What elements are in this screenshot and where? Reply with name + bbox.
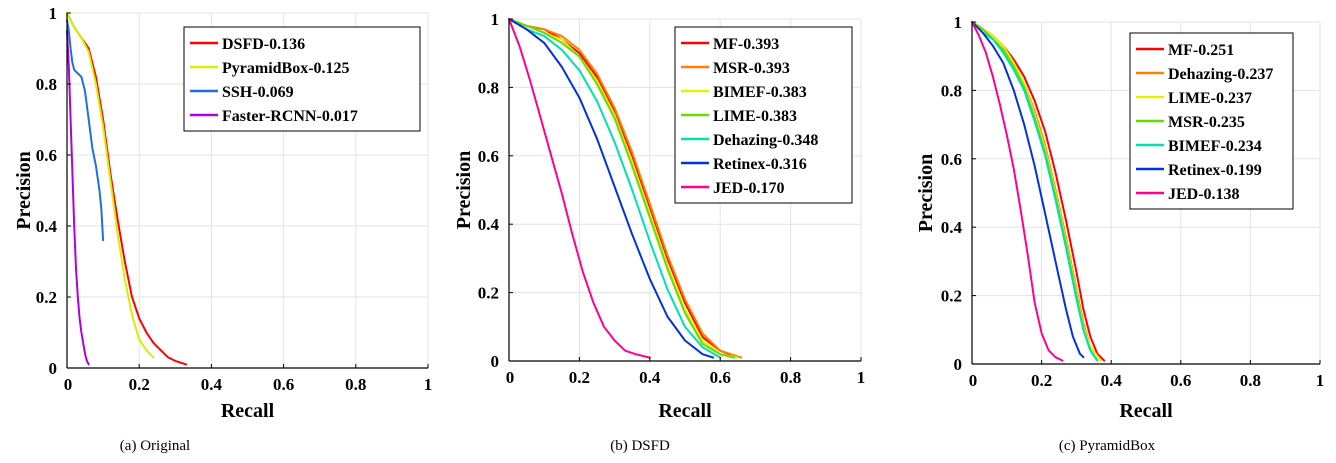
x-axis-label: Recall <box>658 400 712 422</box>
y-tick-label: 1 <box>49 4 58 23</box>
legend-entry: BIMEF-0.383 <box>713 84 807 101</box>
x-tick-label: 0.8 <box>780 368 801 387</box>
subfigure-caption: (a) Original <box>120 438 190 454</box>
legend-entry: LIME-0.237 <box>1168 90 1252 107</box>
series-line-jed-0.170 <box>508 18 651 359</box>
x-axis-label: Recall <box>1119 400 1173 422</box>
legend-entry: Faster-RCNN-0.017 <box>222 108 358 125</box>
subfigure-caption: (c) PyramidBox <box>1059 438 1156 454</box>
legend-entry: MSR-0.393 <box>713 60 790 77</box>
x-tick-label: 0.2 <box>129 375 150 394</box>
x-tick-label: 0.4 <box>201 375 223 394</box>
chart-dsfd: 0 0.2 0.4 0.6 0.8 1 0 0.2 0.4 0.6 0.8 1 Recall Precis… <box>453 10 865 454</box>
series-line-retinex-0.199 <box>971 21 1085 359</box>
y-axis-label: Precision <box>453 151 475 230</box>
y-tick-label: 0.6 <box>478 147 499 166</box>
y-tick-label: 0.4 <box>941 218 963 237</box>
y-tick-label: 0.6 <box>941 150 962 169</box>
series-line-faster-rcnn-0.017 <box>66 29 90 366</box>
y-tick-label: 0.2 <box>36 288 57 307</box>
chart-pyramidbox: 0 0.2 0.4 0.6 0.8 1 0 0.2 0.4 0.6 0.8 1 Recall Precis… <box>915 13 1324 454</box>
x-tick-label: 0 <box>64 375 73 394</box>
y-tick-label: 1 <box>954 13 963 32</box>
y-tick-label: 0.8 <box>478 78 499 97</box>
x-tick-label: 1 <box>1316 371 1325 390</box>
legend-entry: BIMEF-0.234 <box>1168 138 1262 155</box>
legend-entry: JED-0.138 <box>1168 186 1240 203</box>
y-tick-label: 0.2 <box>941 287 962 306</box>
series-line-dsfd-0.136 <box>66 12 188 366</box>
series-line-jed-0.138 <box>971 21 1064 362</box>
y-tick-label: 0.2 <box>478 284 499 303</box>
x-tick-label: 0.4 <box>1101 371 1123 390</box>
series-line-msr-0.393 <box>508 18 743 359</box>
legend-entry: PyramidBox-0.125 <box>222 60 350 77</box>
y-tick-label: 0.8 <box>941 81 962 100</box>
x-tick-label: 0.6 <box>273 375 294 394</box>
series-line-retinex-0.316 <box>508 18 715 359</box>
y-tick-label: 0 <box>954 355 963 374</box>
x-tick-label: 1 <box>857 368 866 387</box>
x-tick-label: 0 <box>506 368 515 387</box>
y-tick-label: 0.4 <box>478 215 500 234</box>
series-line-ssh-0.069 <box>66 19 105 242</box>
legend-entry: DSFD-0.136 <box>222 36 305 53</box>
legend-entry: MF-0.251 <box>1168 42 1234 59</box>
legend: MF-0.393 MSR-0.393 BIMEF-0.383 LIME-0.383 De… <box>674 26 853 204</box>
legend-entry: Dehazing-0.348 <box>713 132 818 149</box>
x-tick-label: 0.6 <box>710 368 731 387</box>
subfigure-caption: (b) DSFD <box>610 438 670 454</box>
y-tick-label: 0.4 <box>36 217 58 236</box>
y-tick-label: 1 <box>491 10 500 29</box>
legend-entry: LIME-0.383 <box>713 108 797 125</box>
series-line-pyramidbox-0.125 <box>66 12 155 359</box>
legend: MF-0.251 Dehazing-0.237 LIME-0.237 MSR-0.23… <box>1129 32 1294 210</box>
legend: DSFD-0.136 PyramidBox-0.125 SSH-0.069 Faste… <box>183 26 421 132</box>
x-tick-label: 0.4 <box>639 368 661 387</box>
legend-entry: MF-0.393 <box>713 36 779 53</box>
legend-entry: Retinex-0.199 <box>1168 162 1262 179</box>
y-axis-label: Precision <box>915 154 937 233</box>
y-tick-label: 0.8 <box>36 75 57 94</box>
y-axis-label: Precision <box>13 151 35 230</box>
chart-original: 0 0.2 0.4 0.6 0.8 1 0 0.2 0.4 0.6 0.8 1 Recall Precis… <box>13 4 432 454</box>
y-tick-label: 0 <box>491 352 500 371</box>
legend-entry: Dehazing-0.237 <box>1168 66 1273 83</box>
series-line-bimef-0.234 <box>971 21 1099 362</box>
y-tick-label: 0.6 <box>36 146 57 165</box>
legend-box <box>183 26 421 132</box>
legend-entry: JED-0.170 <box>713 180 785 197</box>
legend-entry: Retinex-0.316 <box>713 156 807 173</box>
legend-entry: MSR-0.235 <box>1168 114 1245 131</box>
x-tick-label: 0.2 <box>569 368 590 387</box>
x-tick-label: 1 <box>424 375 433 394</box>
series-line-dehazing-0.348 <box>508 18 722 359</box>
y-tick-label: 0 <box>49 359 58 378</box>
legend-entry: SSH-0.069 <box>222 84 294 101</box>
x-tick-label: 0.6 <box>1170 371 1191 390</box>
x-axis-label: Recall <box>221 400 275 422</box>
series-line-lime-0.383 <box>508 18 736 359</box>
x-tick-label: 0.8 <box>345 375 366 394</box>
x-tick-label: 0.8 <box>1240 371 1261 390</box>
x-tick-label: 0 <box>969 371 978 390</box>
x-tick-label: 0.2 <box>1031 371 1052 390</box>
